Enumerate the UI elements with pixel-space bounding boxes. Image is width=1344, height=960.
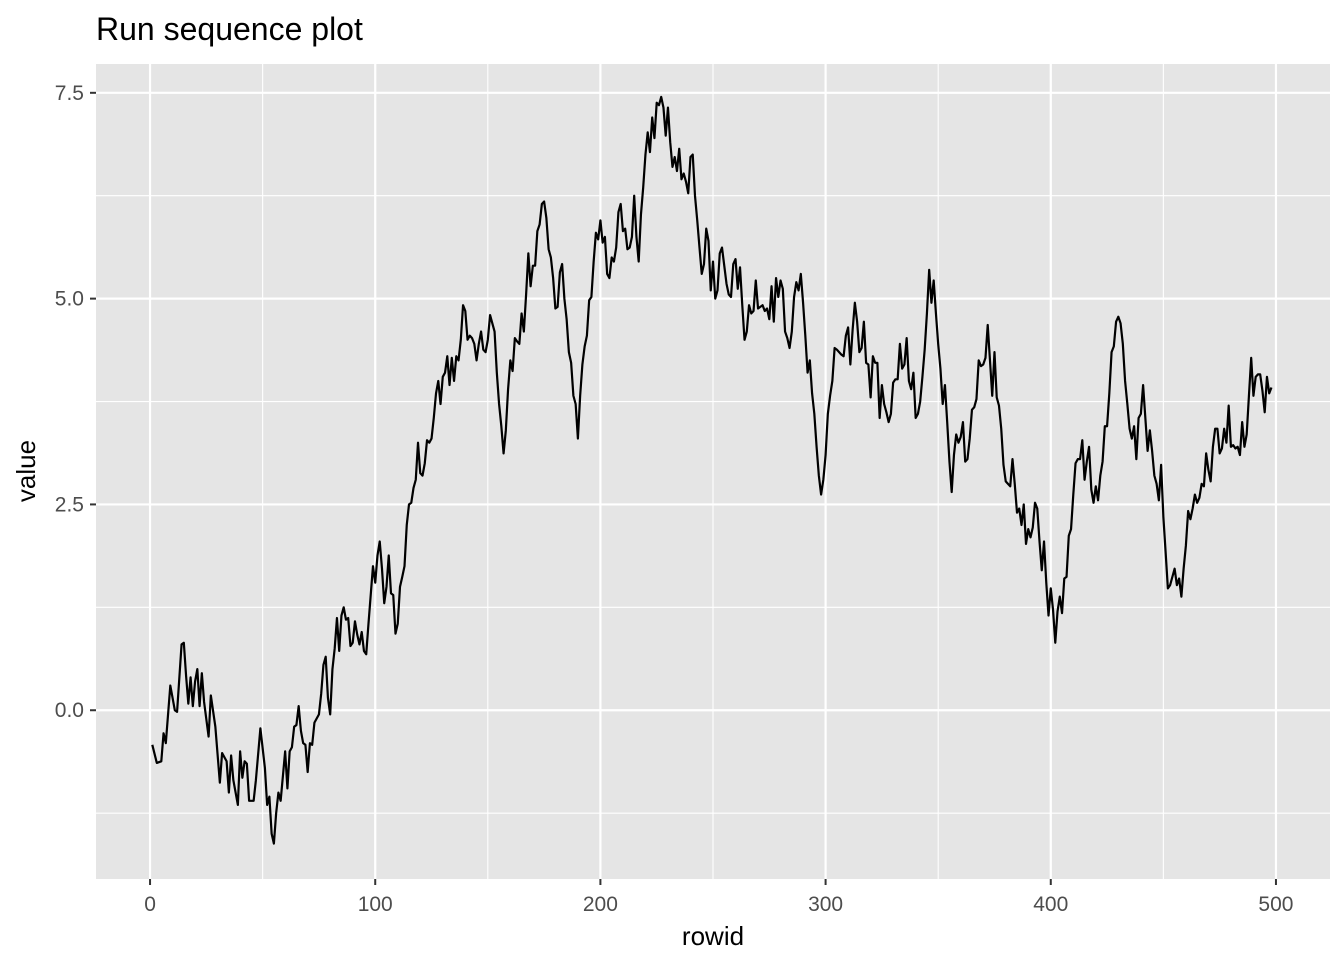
- major-gridlines: [96, 64, 1330, 879]
- y-tick-label: 2.5: [55, 493, 84, 516]
- x-tick-label: 0: [144, 893, 156, 916]
- x-tick-label: 500: [1258, 893, 1293, 916]
- x-axis-ticks: 0 100 200 300 400 500: [144, 879, 1293, 916]
- y-tick-label: 7.5: [55, 82, 84, 105]
- chart-title: Run sequence plot: [96, 11, 363, 47]
- x-tick-label: 300: [808, 893, 843, 916]
- x-tick-label: 400: [1033, 893, 1068, 916]
- y-axis-ticks: 0.0 2.5 5.0 7.5: [55, 82, 96, 722]
- y-tick-label: 0.0: [55, 699, 84, 722]
- y-axis-title: value: [11, 440, 41, 502]
- x-tick-label: 200: [583, 893, 618, 916]
- x-axis-title: rowid: [682, 921, 744, 951]
- x-tick-label: 100: [358, 893, 393, 916]
- minor-gridlines: [96, 64, 1330, 879]
- series-line: [151, 95, 1273, 845]
- y-tick-label: 5.0: [55, 288, 84, 311]
